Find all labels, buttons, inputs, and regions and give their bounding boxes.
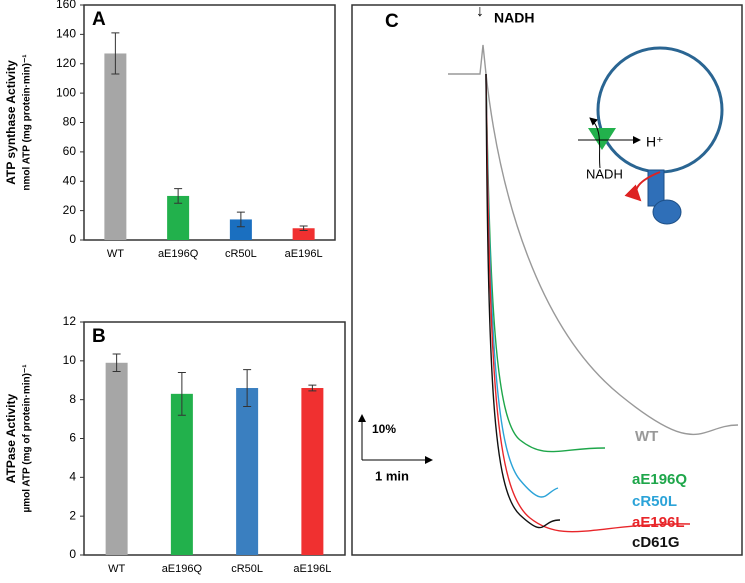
x-tick-label: WT (108, 563, 125, 575)
panel-c-frame (351, 4, 743, 556)
bar (301, 388, 324, 555)
y-tick-label: 2 (69, 508, 76, 522)
injection-label: NADH (494, 10, 534, 26)
trace-line (448, 44, 739, 436)
trace-line (485, 73, 691, 533)
complex-i (588, 128, 616, 150)
panel-label: B (92, 326, 106, 347)
y-tick-label: 4 (69, 470, 76, 484)
x-tick-label: aE196L (293, 563, 331, 575)
bar (229, 219, 252, 240)
trace-label: aE196Q (632, 471, 687, 488)
injection-arrow: ↓ (476, 3, 484, 20)
y-tick-label: 40 (63, 173, 77, 187)
error-bar (111, 32, 120, 75)
x-tick-label: aE196Q (162, 563, 203, 575)
panel-label: A (92, 9, 106, 30)
y-tick-label: 12 (63, 314, 77, 328)
trace-label: cD61G (632, 534, 680, 551)
y-tick-label: 20 (63, 203, 77, 217)
atp-synthase-head (652, 199, 682, 225)
y-tick-label: 160 (56, 0, 76, 11)
trace-label: cR50L (632, 493, 677, 510)
trace-line (485, 73, 606, 453)
trace-label: aE196L (632, 514, 685, 531)
scale-y-label: 10% (372, 422, 396, 436)
y-tick-label: 0 (69, 232, 76, 246)
error-bar (243, 369, 252, 407)
bar (167, 195, 190, 240)
x-tick-label: aE196Q (158, 248, 199, 260)
error-bar (174, 188, 183, 204)
error-bar (308, 384, 317, 392)
bar (292, 228, 315, 240)
bar (170, 393, 193, 555)
bar (104, 53, 127, 240)
y-tick-label: 0 (69, 547, 76, 561)
error-bar (177, 371, 186, 416)
y-tick-label: 6 (69, 431, 76, 445)
vesicle (596, 46, 724, 174)
y-tick-label: 80 (63, 115, 77, 129)
bar (236, 388, 259, 555)
nadh-arrow (589, 117, 601, 169)
x-tick-label: WT (107, 248, 124, 260)
error-bar (112, 353, 121, 373)
error-bar (236, 211, 245, 228)
y-tick-label: 120 (56, 56, 76, 70)
error-bar (299, 225, 308, 231)
y-axis-title: ATP synthase Activity (4, 60, 18, 185)
y-axis-subtitle: µmol ATP (mg of protein·min)⁻¹ (22, 364, 33, 513)
y-tick-label: 8 (69, 392, 76, 406)
y-axis-subtitle: nmol ATP (mg protein·min)⁻¹ (22, 54, 33, 191)
trace-label: WT (635, 428, 658, 445)
bar (105, 362, 128, 555)
scale-x-label: 1 min (375, 468, 409, 483)
x-tick-label: cR50L (231, 563, 263, 575)
y-tick-label: 100 (56, 85, 76, 99)
x-tick-label: aE196L (285, 248, 323, 260)
y-axis-title: ATPase Activity (4, 393, 18, 483)
diagram-label: NADH (586, 166, 623, 181)
y-tick-label: 140 (56, 27, 76, 41)
rotation-arrow (624, 171, 661, 202)
trace-line (485, 73, 561, 529)
y-tick-label: 10 (63, 353, 77, 367)
y-tick-label: 60 (63, 144, 77, 158)
panel-label: C (385, 11, 399, 32)
x-tick-label: cR50L (225, 248, 257, 260)
diagram-label: H⁺ (646, 134, 664, 150)
